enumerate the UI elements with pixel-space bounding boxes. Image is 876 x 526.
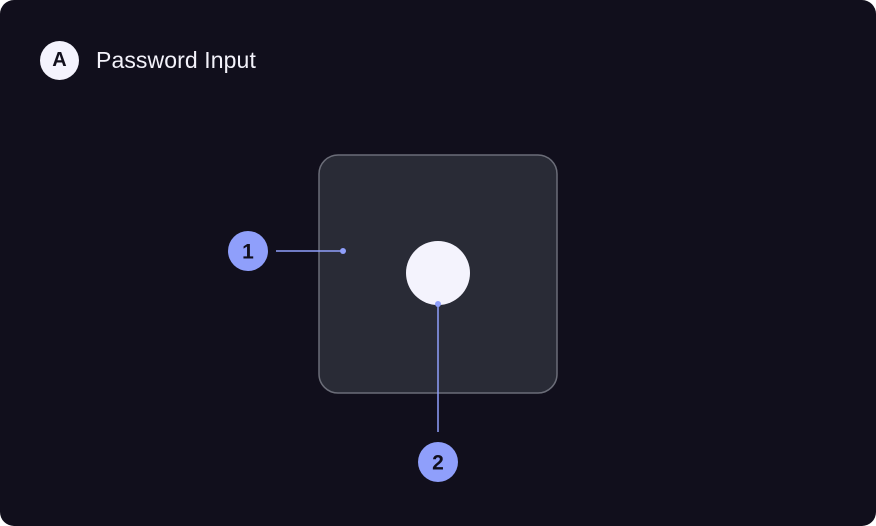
callout-2: 2 [418,301,458,482]
section-badge: A [40,41,79,80]
marker-1-label: 1 [242,241,254,264]
callout-2-anchor-dot [435,301,441,307]
header: A Password Input [40,41,256,80]
marker-2-label: 2 [432,452,444,475]
callout-1: 1 [228,231,346,271]
callout-1-anchor-dot [340,248,346,254]
marker-1-badge [228,231,268,271]
password-dot [406,241,470,305]
diagram-title: Password Input [96,47,256,73]
marker-2-badge [418,442,458,482]
